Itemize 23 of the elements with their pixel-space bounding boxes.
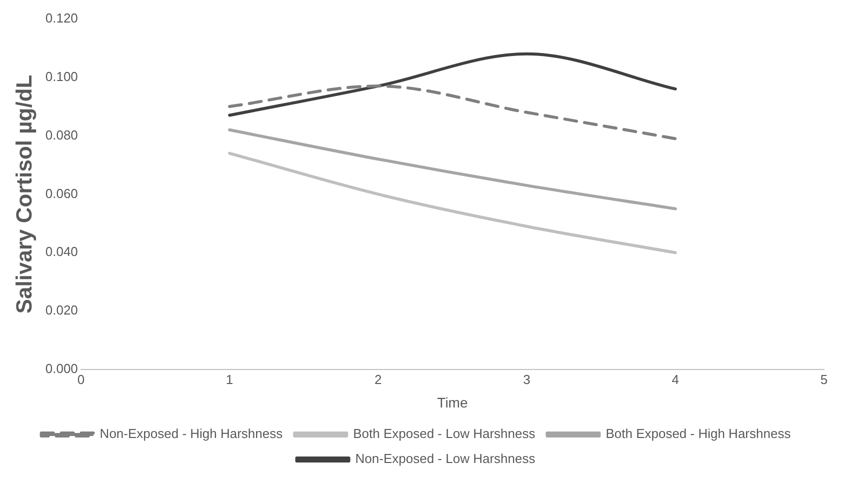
y-tick-label: 0.000 [45, 361, 78, 376]
y-tick-label: 0.120 [45, 10, 78, 26]
y-tick-label: 0.060 [45, 186, 78, 201]
x-axis-title: Time [437, 394, 468, 410]
legend-label: Non-Exposed - Low Harshness [355, 451, 536, 466]
line-series [228, 52, 677, 117]
y-axis-title: Salivary Cortisol µg/dL [11, 74, 36, 314]
x-tick-label: 1 [226, 372, 234, 387]
line-series [228, 152, 677, 254]
y-tick-label: 0.020 [45, 302, 78, 318]
x-tick-label: 5 [820, 372, 828, 387]
y-tick-label: 0.100 [45, 68, 78, 84]
legend-label: Both Exposed - Low Harshness [353, 426, 536, 442]
legend-label: Both Exposed - High Harshness [606, 426, 792, 442]
x-tick-label: 2 [374, 372, 382, 387]
x-tick-label: 4 [672, 372, 680, 387]
x-tick-label: 0 [77, 372, 85, 387]
x-tick-label: 3 [523, 372, 530, 387]
y-tick-label: 0.080 [45, 127, 78, 142]
y-tick-label: 0.040 [45, 244, 78, 260]
legend-label: Non-Exposed - High Harshness [100, 426, 284, 442]
line-series [228, 128, 677, 210]
line-series [228, 84, 677, 140]
